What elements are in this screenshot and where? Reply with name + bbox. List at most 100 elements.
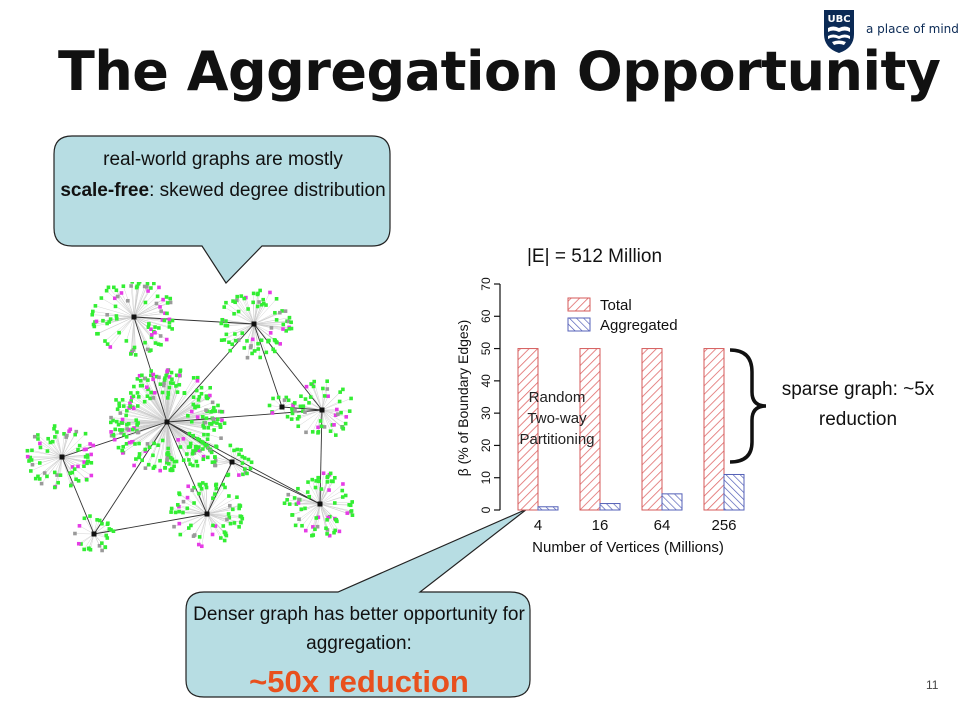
graph-node [194, 388, 199, 393]
graph-edge [108, 287, 135, 318]
graph-edge [238, 311, 255, 325]
graph-node [153, 341, 158, 345]
graph-node [89, 452, 93, 457]
graph-node [115, 407, 120, 412]
graph-node [276, 395, 281, 400]
graph-node [105, 312, 109, 317]
graph-node [149, 373, 153, 378]
graph-node [129, 440, 134, 444]
graph-node [76, 479, 81, 483]
graph-node [111, 432, 116, 437]
graph-node [149, 335, 154, 340]
graph-node [122, 432, 126, 437]
graph-edge [164, 421, 168, 468]
graph-node [284, 395, 289, 400]
graph-edge [126, 316, 135, 341]
graph-edge [225, 323, 255, 326]
graph-node [169, 510, 173, 514]
graph-node [99, 296, 104, 300]
graph-hub [204, 511, 210, 517]
callout-top-bubble [53, 135, 391, 284]
graph-node [28, 455, 33, 460]
graph-node [131, 394, 136, 399]
graph-node [137, 441, 141, 446]
graph-node [45, 449, 50, 453]
graph-node [79, 542, 83, 546]
graph-node [76, 464, 80, 469]
graph-node [132, 345, 137, 350]
graph-node [30, 462, 35, 467]
graph-edge [166, 397, 194, 423]
y-tick-label: 20 [479, 438, 493, 452]
graph-edge [93, 316, 135, 325]
graph-node [271, 396, 275, 401]
graph-node [341, 482, 345, 486]
graph-node [147, 322, 151, 326]
graph-edge [166, 415, 188, 423]
graph-hub [319, 407, 325, 413]
graph-node [205, 455, 210, 460]
graph-node [142, 284, 147, 289]
graph-edges [27, 282, 353, 551]
graph-edge [101, 297, 135, 318]
graph-node [299, 394, 303, 399]
graph-node [192, 451, 197, 455]
callout-top-text: real-world graphs are mostly scale-free:… [56, 144, 390, 206]
graph-node [165, 301, 170, 305]
boundary-edges-chart: 0 10 20 30 40 50 60 70 Total Aggregated β (% of … [455, 277, 745, 556]
graph-node [261, 297, 265, 302]
graph-node [162, 381, 166, 386]
graph-node [29, 469, 33, 473]
graph-node [219, 338, 224, 342]
graph-node [114, 316, 119, 321]
graph-node [220, 317, 225, 322]
graph-node [149, 327, 153, 332]
graph-node [50, 439, 55, 444]
graph-node [187, 458, 191, 462]
graph-node [349, 509, 354, 513]
graph-edge [166, 421, 205, 428]
graph-edge [178, 506, 208, 515]
graph-hub-link [281, 406, 323, 411]
graph-node [48, 440, 53, 445]
graph-node [157, 375, 161, 380]
graph-node [36, 433, 40, 437]
graph-node [172, 524, 176, 529]
graph-node [236, 309, 241, 314]
graph-node [258, 355, 262, 360]
graph-edge [237, 296, 255, 325]
graph-node [327, 488, 331, 492]
graph-node [186, 484, 191, 489]
graph-edge [224, 306, 255, 325]
graph-edge [298, 409, 323, 417]
graph-node [245, 339, 249, 343]
graph-node [167, 325, 172, 329]
graph-edge [166, 421, 198, 466]
graph-node [178, 368, 183, 373]
graph-node [256, 347, 261, 351]
graph-node [293, 523, 298, 528]
graph-node [146, 325, 151, 329]
graph-edge [206, 505, 240, 515]
graph-node [145, 394, 150, 399]
graph-node [146, 387, 150, 392]
graph-node [235, 495, 239, 500]
graph-node [118, 411, 123, 415]
graph-edge [114, 298, 135, 318]
graph-edge [133, 298, 171, 318]
graph-node [331, 479, 335, 484]
graph-node [158, 458, 162, 463]
graph-edge [46, 456, 63, 477]
graph-node [120, 398, 125, 402]
graph-node [25, 448, 30, 453]
graph-node [191, 395, 196, 400]
graph-node [311, 384, 316, 389]
graph-node [143, 466, 148, 470]
graph-edge [61, 445, 80, 458]
graph-hub-link [231, 461, 321, 505]
graph-edge [206, 513, 230, 518]
graph-node [124, 435, 129, 439]
graph-node [68, 427, 73, 432]
graph-edge [154, 421, 168, 467]
graph-edge [166, 385, 177, 423]
